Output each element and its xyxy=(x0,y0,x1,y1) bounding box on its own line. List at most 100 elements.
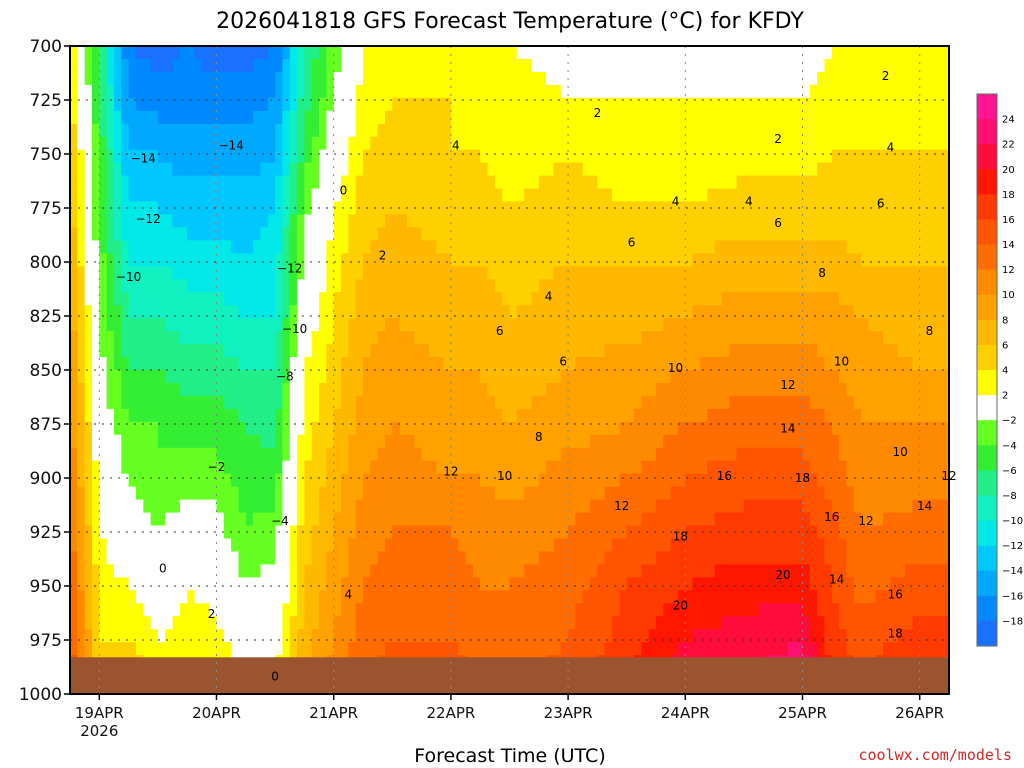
temperature-cell xyxy=(392,421,401,436)
temperature-cell xyxy=(370,71,379,86)
temperature-cell xyxy=(663,434,672,449)
temperature-cell xyxy=(201,395,210,410)
temperature-cell xyxy=(773,447,782,462)
temperature-cell xyxy=(634,512,642,527)
temperature-cell xyxy=(663,305,672,319)
temperature-cell xyxy=(121,551,130,565)
temperature-cell xyxy=(399,629,408,643)
temperature-cell xyxy=(333,175,342,190)
temperature-cell xyxy=(99,421,108,436)
temperature-cell xyxy=(377,253,386,267)
temperature-cell xyxy=(663,46,672,60)
temperature-cell xyxy=(575,279,584,293)
temperature-cell xyxy=(436,214,445,229)
temperature-cell xyxy=(773,305,782,319)
temperature-cell xyxy=(179,136,188,151)
temperature-cell xyxy=(187,629,196,643)
temperature-cell xyxy=(524,460,533,475)
temperature-cell xyxy=(560,357,569,371)
temperature-cell xyxy=(150,512,159,527)
temperature-cell xyxy=(421,434,430,449)
temperature-cell xyxy=(524,71,533,86)
temperature-cell xyxy=(260,188,269,203)
temperature-cell xyxy=(465,344,474,358)
temperature-cell xyxy=(553,460,562,475)
temperature-cell xyxy=(84,292,93,306)
temperature-cell xyxy=(377,266,386,280)
temperature-cell xyxy=(333,357,342,371)
temperature-cell xyxy=(128,279,137,293)
temperature-cell xyxy=(187,331,196,345)
temperature-cell xyxy=(670,460,679,475)
temperature-cell xyxy=(780,590,789,604)
temperature-cell xyxy=(275,305,283,319)
temperature-cell xyxy=(634,357,642,371)
temperature-cell xyxy=(714,162,723,177)
temperature-cell xyxy=(114,344,122,358)
temperature-cell xyxy=(707,357,716,371)
temperature-cell xyxy=(787,447,796,462)
temperature-cell xyxy=(538,551,547,565)
temperature-cell xyxy=(267,175,276,190)
temperature-cell xyxy=(128,590,137,604)
temperature-cell xyxy=(201,344,210,358)
temperature-cell xyxy=(311,46,320,60)
temperature-cell xyxy=(348,525,357,540)
temperature-cell xyxy=(209,383,218,397)
temperature-cell xyxy=(341,383,349,397)
temperature-cell xyxy=(341,421,349,436)
temperature-cell xyxy=(560,370,569,384)
temperature-cell xyxy=(648,97,657,112)
temperature-cell xyxy=(165,590,174,604)
temperature-cell xyxy=(795,642,804,656)
temperature-cell xyxy=(560,84,569,99)
temperature-cell xyxy=(765,71,774,86)
temperature-cell xyxy=(245,97,254,112)
temperature-cell xyxy=(77,629,86,643)
temperature-cell xyxy=(656,447,664,462)
temperature-cell xyxy=(502,577,511,591)
temperature-cell xyxy=(619,97,628,112)
temperature-cell xyxy=(414,188,423,203)
temperature-cell xyxy=(77,201,86,216)
temperature-cell xyxy=(494,305,503,319)
temperature-cell xyxy=(700,84,708,99)
temperature-cell xyxy=(231,253,239,267)
temperature-cell xyxy=(238,590,247,604)
temperature-cell xyxy=(385,408,393,423)
temperature-cell xyxy=(223,525,232,540)
temperature-cell xyxy=(458,603,467,617)
temperature-cell xyxy=(370,97,379,112)
temperature-cell xyxy=(531,616,540,630)
temperature-cell xyxy=(143,201,152,216)
temperature-cell xyxy=(201,266,210,280)
temperature-cell xyxy=(194,642,203,656)
temperature-cell xyxy=(165,344,174,358)
temperature-cell xyxy=(729,188,738,203)
temperature-cell xyxy=(326,188,335,203)
temperature-cell xyxy=(597,421,606,436)
temperature-cell xyxy=(165,110,174,125)
temperature-cell xyxy=(414,110,423,125)
temperature-cell xyxy=(751,331,760,345)
temperature-cell xyxy=(297,408,305,423)
temperature-cell xyxy=(267,395,276,410)
temperature-cell xyxy=(524,344,533,358)
temperature-cell xyxy=(106,629,115,643)
temperature-cell xyxy=(428,370,437,384)
temperature-cell xyxy=(743,421,752,436)
temperature-cell xyxy=(553,279,562,293)
temperature-cell xyxy=(780,110,789,125)
temperature-cell xyxy=(458,71,467,86)
temperature-cell xyxy=(436,110,445,125)
temperature-cell xyxy=(729,71,738,86)
temperature-cell xyxy=(253,383,261,397)
temperature-cell xyxy=(714,603,723,617)
temperature-cell xyxy=(333,240,342,254)
temperature-cell xyxy=(656,292,664,306)
temperature-cell xyxy=(414,149,423,164)
temperature-cell xyxy=(355,577,364,591)
temperature-cell xyxy=(267,227,276,241)
temperature-cell xyxy=(458,110,467,125)
temperature-cell xyxy=(538,123,547,138)
